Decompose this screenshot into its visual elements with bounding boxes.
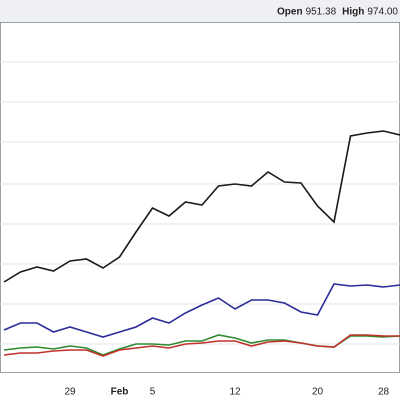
plot-area (0, 22, 400, 373)
series-line (3, 130, 400, 283)
series-line (3, 283, 400, 338)
header-value: 974.00 (367, 7, 398, 18)
h-grid (0, 61, 400, 345)
header-label: Open (277, 7, 303, 18)
lines (3, 130, 400, 357)
x-labels: 29 Feb 5 12 20 28 (64, 387, 389, 398)
series-line (3, 334, 400, 357)
x-tick-label: 12 (229, 387, 241, 398)
header-label: High (342, 7, 364, 18)
x-tick-label: 5 (150, 387, 156, 398)
x-tick-label: 28 (378, 387, 390, 398)
x-tick-label: Feb (111, 387, 129, 398)
header-value: 951.38 (306, 7, 337, 18)
x-tick-label: 29 (64, 387, 76, 398)
header-bar (0, 0, 400, 22)
x-tick-label: 20 (312, 387, 324, 398)
